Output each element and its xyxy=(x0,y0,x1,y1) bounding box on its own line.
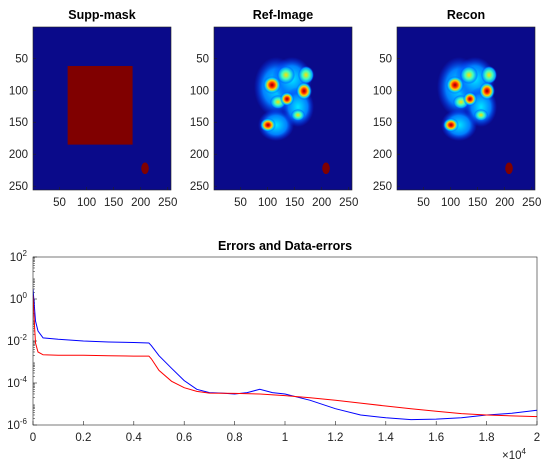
recon-xtick-label: 200 xyxy=(495,197,514,209)
ref-image-ytick-label: 200 xyxy=(190,149,209,161)
recon-xtick-label: 50 xyxy=(417,197,430,209)
errors-xtick-label: 0.4 xyxy=(126,432,143,444)
supp-mask-xtick-label: 200 xyxy=(131,197,150,209)
recon-ytick-label: 200 xyxy=(373,149,392,161)
errors-xtick-label: 1 xyxy=(282,432,288,444)
errors-ytick-label: 10-6 xyxy=(7,417,27,432)
supp-mask-axes: 50 100 150 200 250 50 100 150 200 250 xyxy=(9,53,178,209)
errors-xtick-label: 0 xyxy=(30,432,36,444)
errors-chart-title: Errors and Data-errors xyxy=(218,239,352,253)
ref-image-ytick-label: 150 xyxy=(190,117,209,129)
ref-image-ytick-label: 50 xyxy=(196,53,209,65)
recon-axes: 50 100 150 200 250 50 100 150 200 250 xyxy=(373,53,542,209)
errors-plot-area xyxy=(33,257,537,425)
errors-ytick-label: 102 xyxy=(10,249,28,264)
support-region xyxy=(67,65,133,145)
ref-image-ytick-label: 100 xyxy=(190,85,209,97)
errors-xtick-label: 1.8 xyxy=(479,432,495,444)
supp-mask-ytick-label: 200 xyxy=(9,149,28,161)
recon-panel: Recon 50 100 150 200 250 50 100 150 200 250 xyxy=(373,8,542,209)
ref-image-xtick-label: 250 xyxy=(339,197,358,209)
errors-ytick-label: 10-2 xyxy=(7,333,27,348)
supp-mask-ytick-label: 50 xyxy=(15,53,28,65)
errors-chart: Errors and Data-errors 0 0.2 0.4 0.6 0.8 1 1.2… xyxy=(7,239,540,462)
ref-image-heat xyxy=(254,57,314,141)
errors-xtick-label: 1.2 xyxy=(327,432,343,444)
supp-mask-panel: Supp-mask 50 100 150 200 250 50 100 150 200 250 xyxy=(9,8,178,209)
errors-xtick-label: 0.2 xyxy=(75,432,91,444)
recon-frame xyxy=(396,26,536,191)
errors-xtick-label: 0.8 xyxy=(227,432,243,444)
recon-ytick-label: 250 xyxy=(373,181,392,193)
x-multiplier-label: ×104 xyxy=(502,447,527,462)
recon-xtick-label: 100 xyxy=(441,197,460,209)
supp-mask-xtick-label: 100 xyxy=(77,197,96,209)
errors-ytick-label: 10-4 xyxy=(7,375,27,390)
support-blob xyxy=(141,162,149,175)
errors-xtick-label: 1.6 xyxy=(428,432,444,444)
recon-ytick-label: 50 xyxy=(379,53,392,65)
ref-image-xtick-label: 200 xyxy=(312,197,331,209)
errors-xtick-label: 1.4 xyxy=(378,432,395,444)
errors-series xyxy=(33,288,537,421)
ref-image-ytick-label: 250 xyxy=(190,181,209,193)
supp-mask-frame xyxy=(32,26,172,191)
errors-axes: 0 0.2 0.4 0.6 0.8 1 1.2 1.4 1.6 1.8 2 10-6 10-4 10-2 1… xyxy=(7,249,540,444)
data-error-series-line xyxy=(33,295,537,418)
ref-image-blob xyxy=(322,162,330,175)
errors-xtick-label: 2 xyxy=(534,432,540,444)
errors-ytick-label: 100 xyxy=(10,291,28,306)
supp-mask-ytick-label: 150 xyxy=(9,117,28,129)
supp-mask-ytick-label: 250 xyxy=(9,181,28,193)
recon-ytick-label: 100 xyxy=(373,85,392,97)
supp-mask-ytick-label: 100 xyxy=(9,85,28,97)
recon-title: Recon xyxy=(447,8,485,22)
supp-mask-title: Supp-mask xyxy=(68,8,135,22)
supp-mask-xtick-label: 50 xyxy=(53,197,66,209)
ref-image-axes: 50 100 150 200 250 50 100 150 200 250 xyxy=(190,53,359,209)
ref-image-panel: Ref-Image 50 100 150 200 250 50 100 150 200 250 xyxy=(190,8,359,209)
errors-xtick-label: 0.6 xyxy=(176,432,192,444)
recon-xtick-label: 150 xyxy=(468,197,487,209)
recon-blob xyxy=(505,162,513,175)
recon-heat xyxy=(437,57,497,141)
ref-image-xtick-label: 100 xyxy=(258,197,277,209)
ref-image-title: Ref-Image xyxy=(253,8,313,22)
recon-ytick-label: 150 xyxy=(373,117,392,129)
ref-image-xtick-label: 50 xyxy=(234,197,247,209)
supp-mask-xtick-label: 150 xyxy=(104,197,123,209)
errors-frame xyxy=(32,256,538,426)
supp-mask-xtick-label: 250 xyxy=(158,197,177,209)
recon-xtick-label: 250 xyxy=(522,197,541,209)
ref-image-frame xyxy=(213,26,353,191)
ref-image-xtick-label: 150 xyxy=(285,197,304,209)
